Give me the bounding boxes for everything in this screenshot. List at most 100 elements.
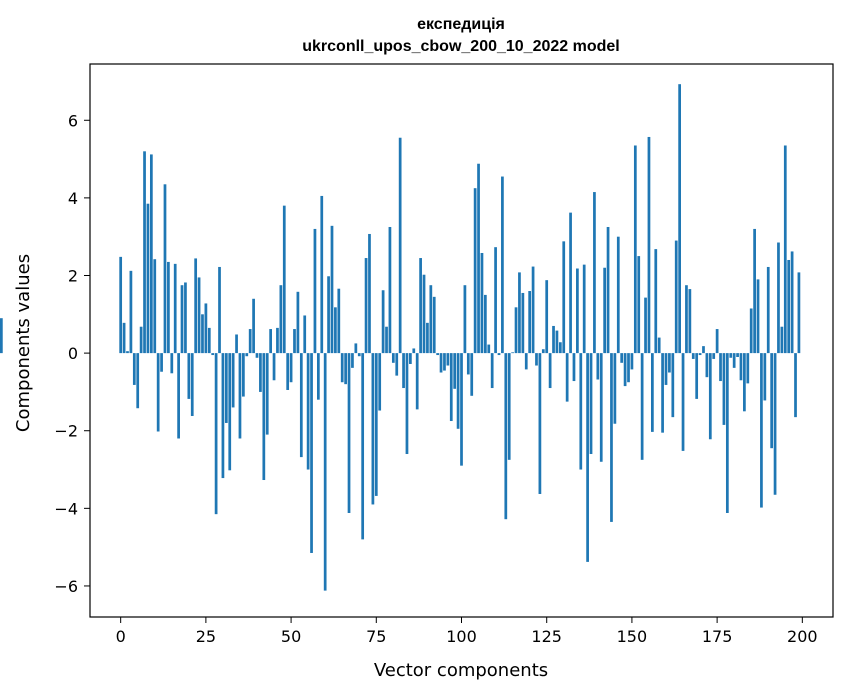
bar-124 (541, 349, 545, 354)
bar-190 (766, 266, 770, 354)
bar-81 (395, 353, 399, 376)
y-axis-label: Components values (13, 254, 34, 432)
bar-7 (143, 151, 146, 354)
bar-30 (221, 353, 225, 479)
x-tick-label-175: 175 (702, 627, 733, 646)
bar-68 (351, 353, 354, 368)
bar-121 (531, 266, 535, 354)
bar-108 (487, 344, 491, 354)
y-tick-label-6: 6 (68, 111, 78, 130)
bar-76 (378, 353, 382, 411)
bar-148 (623, 353, 627, 387)
bar-157 (654, 249, 658, 354)
bar-123 (538, 353, 542, 494)
bar-25 (204, 303, 208, 354)
bar-187 (756, 279, 760, 354)
bar-138 (589, 353, 593, 455)
bar-93 (436, 353, 440, 356)
bar-38 (248, 329, 252, 354)
bar-196 (787, 259, 791, 354)
bar-20 (187, 353, 191, 399)
bar-103 (470, 353, 474, 396)
bar-50 (289, 353, 293, 383)
bar-65 (340, 353, 344, 383)
bar-152 (637, 256, 641, 354)
bar-74 (371, 353, 375, 505)
bar-90 (426, 322, 429, 354)
bar-23 (197, 277, 201, 354)
y-tick-label-4: 4 (68, 189, 78, 208)
bar-69 (354, 343, 358, 354)
bar-24 (201, 314, 204, 354)
bar-75 (374, 353, 378, 496)
bar-178 (725, 353, 729, 513)
bar-87 (415, 353, 419, 410)
bar-66 (344, 353, 347, 385)
bar-113 (504, 353, 508, 520)
bars-group (0, 84, 801, 591)
bar-183 (743, 353, 746, 412)
bar-129 (558, 342, 562, 354)
x-tick-label-200: 200 (787, 627, 818, 646)
bar-34 (235, 334, 238, 354)
bar-137 (586, 353, 589, 562)
bar-146 (616, 236, 620, 354)
bar-78 (385, 326, 388, 354)
bar-27 (211, 353, 215, 356)
bar-150 (630, 353, 634, 370)
bar-147 (620, 353, 624, 363)
bar-140 (596, 353, 600, 380)
bar-132 (569, 212, 572, 354)
bar-109 (490, 353, 494, 389)
bar-0 (119, 256, 123, 354)
bar-41 (259, 353, 262, 392)
bar-118 (521, 292, 525, 354)
bar-176 (719, 353, 722, 382)
bar-60 (323, 353, 327, 591)
bar-154 (644, 297, 647, 354)
bar-130 (562, 241, 566, 354)
bar-31 (224, 353, 228, 423)
bar-131 (565, 353, 569, 402)
bar-17 (177, 353, 180, 439)
bar-100 (460, 353, 463, 466)
bar-55 (306, 353, 310, 470)
bar-49 (286, 353, 290, 390)
chart-subtitle: ukrconll_upos_cbow_200_10_2022 model (302, 38, 619, 55)
bar-45 (272, 353, 276, 381)
bar-135 (579, 353, 583, 470)
bar-28 (214, 353, 218, 515)
bar-188 (760, 353, 763, 508)
bar-120 (528, 291, 532, 354)
bar-48 (282, 205, 286, 354)
bar-163 (674, 240, 678, 354)
bar-180 (732, 353, 736, 368)
bar-44 (269, 329, 272, 354)
bar-72 (364, 258, 368, 354)
bar-191 (770, 353, 774, 449)
bar-192 (773, 353, 777, 495)
bar-165 (681, 353, 685, 451)
bar-195 (783, 145, 787, 354)
bar-127 (552, 325, 555, 354)
bar-89 (422, 274, 426, 354)
bar-82 (398, 137, 402, 354)
bar-182 (739, 353, 743, 381)
bar-171 (702, 346, 705, 354)
bar-13 (163, 184, 167, 354)
bar-37 (245, 353, 249, 357)
bar-167 (688, 289, 692, 354)
bar-169 (695, 353, 699, 399)
bar-54 (303, 315, 307, 354)
bar-63 (334, 307, 337, 354)
bar-162 (671, 353, 675, 418)
bar-97 (449, 353, 453, 422)
bar-80 (391, 353, 395, 363)
bar-70 (357, 353, 361, 357)
bar-194 (780, 326, 784, 354)
bar-199 (797, 272, 801, 354)
bar-107 (483, 294, 487, 354)
bar-105 (477, 163, 480, 354)
bar-29 (218, 266, 221, 354)
chart-title: експедиція (417, 16, 505, 33)
